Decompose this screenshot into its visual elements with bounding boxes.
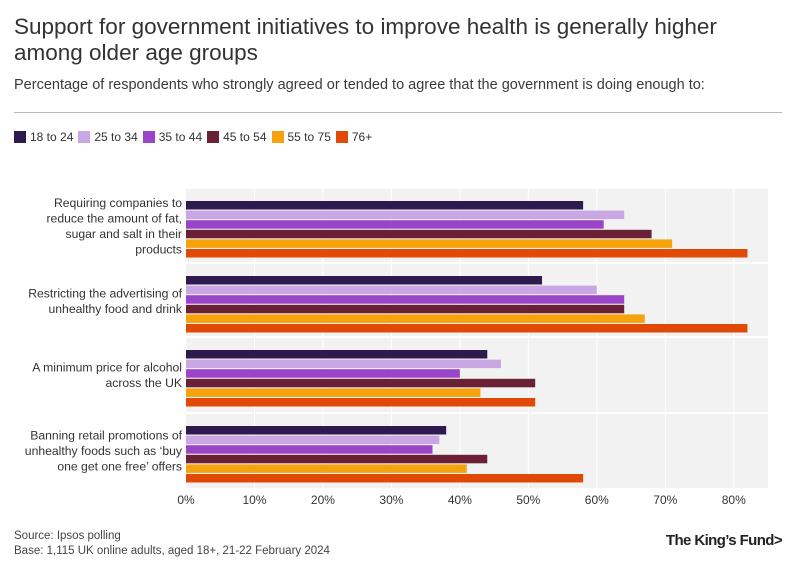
bar-55-to-75-cat1 bbox=[186, 314, 645, 323]
x-tick-label: 30% bbox=[379, 493, 403, 507]
legend-item-76-plus: 76+ bbox=[335, 130, 373, 144]
bar-45-to-54-cat3 bbox=[186, 454, 488, 464]
kings-fund-logo: The King’s Fund> bbox=[665, 532, 783, 549]
category-label-line: unhealthy foods such as ‘buy bbox=[25, 444, 183, 458]
bar-25-to-34-cat2 bbox=[186, 359, 501, 369]
legend-swatch bbox=[271, 131, 284, 143]
bar-35-to-44-cat0 bbox=[186, 220, 604, 229]
bar-25-to-34-cat0 bbox=[186, 210, 625, 220]
legend-item-55-75: 55 to 75 bbox=[271, 130, 331, 144]
bar-55-to-75-cat3 bbox=[186, 464, 467, 473]
legend-swatch bbox=[78, 131, 91, 143]
source-note: Source: Ipsos polling bbox=[14, 530, 121, 542]
category-label-line: Banning retail promotions of bbox=[30, 429, 182, 443]
bar-18-to-24-cat0 bbox=[186, 201, 584, 210]
bar-18-to-24-cat2 bbox=[186, 350, 488, 359]
bar-76plus-cat3 bbox=[186, 474, 584, 483]
bar-55-to-75-cat2 bbox=[186, 388, 481, 397]
legend-swatch bbox=[142, 131, 155, 143]
category-label: Banning retail promotions of unhealthy fo… bbox=[25, 429, 183, 474]
x-tick-label: 80% bbox=[722, 493, 746, 507]
legend: 18 to 24 25 to 34 35 to 44 45 to 54 55 t… bbox=[14, 129, 377, 145]
category-label: Requiring companies to reduce the amount … bbox=[46, 196, 182, 257]
legend-label: 25 to 34 bbox=[94, 130, 138, 144]
category-label-line: across the UK bbox=[105, 376, 182, 390]
bar-35-to-44-cat3 bbox=[186, 445, 433, 454]
x-tick-label: 50% bbox=[516, 493, 540, 507]
x-tick-label: 70% bbox=[653, 493, 677, 507]
bar-35-to-44-cat1 bbox=[186, 295, 625, 304]
legend-item-25-34: 25 to 34 bbox=[78, 130, 138, 144]
category-label-line: sugar and salt in their bbox=[65, 227, 182, 241]
x-tick-label: 40% bbox=[448, 493, 472, 507]
legend-label: 18 to 24 bbox=[30, 130, 74, 144]
legend-item-45-54: 45 to 54 bbox=[207, 130, 267, 144]
bar-45-to-54-cat2 bbox=[186, 378, 536, 388]
bar-18-to-24-cat3 bbox=[186, 426, 447, 435]
bar-76plus-cat1 bbox=[186, 324, 748, 333]
category-label-line: Requiring companies to bbox=[54, 196, 182, 210]
header-divider bbox=[14, 112, 782, 113]
x-tick-label: 0% bbox=[177, 493, 195, 507]
category-label-line: Restricting the advertising of bbox=[28, 286, 182, 300]
legend-item-18-24: 18 to 24 bbox=[14, 130, 73, 144]
x-tick-label: 20% bbox=[311, 493, 335, 507]
category-label-line: unhealthy food and drink bbox=[49, 302, 183, 316]
bar-55-to-75-cat0 bbox=[186, 239, 673, 248]
legend-label: 35 to 44 bbox=[158, 130, 203, 144]
x-tick-label: 10% bbox=[242, 493, 266, 507]
category-label-line: products bbox=[135, 242, 182, 256]
bar-76plus-cat0 bbox=[186, 249, 748, 258]
chart-subtitle: Percentage of respondents who strongly a… bbox=[14, 77, 705, 93]
x-tick-label: 60% bbox=[585, 493, 609, 507]
chart-title: Support for government initiatives to im… bbox=[14, 14, 717, 65]
bar-35-to-44-cat2 bbox=[186, 369, 460, 378]
bar-45-to-54-cat1 bbox=[186, 304, 625, 314]
category-label: A minimum price for alcohol across the UK bbox=[32, 360, 182, 390]
category-label-line: one get one free’ offers bbox=[57, 460, 182, 474]
category-label-line: A minimum price for alcohol bbox=[32, 360, 182, 374]
legend-label: 45 to 54 bbox=[223, 130, 267, 144]
legend-label: 55 to 75 bbox=[287, 130, 331, 144]
bar-76plus-cat2 bbox=[186, 398, 536, 407]
legend-swatch bbox=[14, 131, 26, 143]
base-note: Base: 1,115 UK online adults, aged 18+, … bbox=[14, 545, 330, 557]
legend-swatch bbox=[335, 131, 348, 143]
legend-label: 76+ bbox=[351, 130, 373, 144]
category-label-line: reduce the amount of fat, bbox=[46, 211, 182, 225]
bar-18-to-24-cat1 bbox=[186, 276, 543, 285]
legend-item-35-44: 35 to 44 bbox=[142, 130, 203, 144]
category-label: Restricting the advertising of unhealthy … bbox=[28, 286, 183, 316]
bar-45-to-54-cat0 bbox=[186, 229, 652, 239]
legend-swatch bbox=[207, 131, 220, 143]
bar-25-to-34-cat3 bbox=[186, 435, 440, 445]
bar-25-to-34-cat1 bbox=[186, 285, 597, 295]
